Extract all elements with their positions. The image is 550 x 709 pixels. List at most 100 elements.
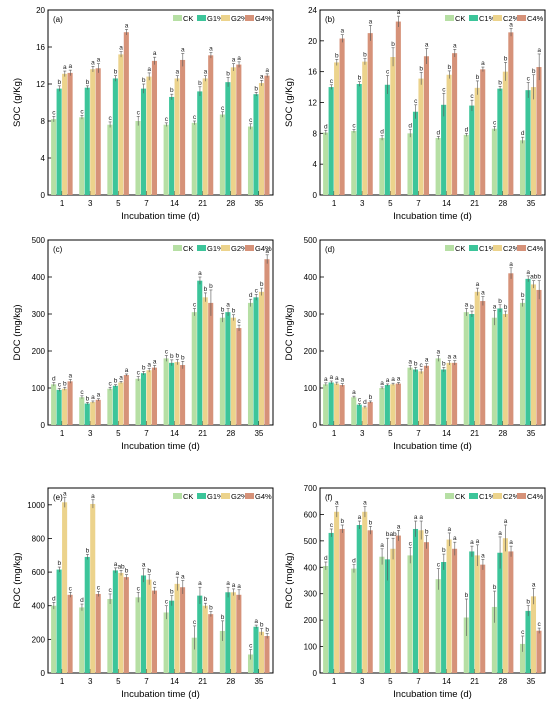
- significance-letter: c: [153, 580, 157, 587]
- significance-letter: a: [447, 526, 451, 533]
- x-tick-label: 21: [470, 429, 479, 438]
- significance-letter: a: [63, 64, 67, 71]
- significance-letter: b: [265, 626, 269, 633]
- bar: [334, 383, 340, 425]
- legend-swatch: [245, 15, 254, 21]
- significance-letter: a: [335, 500, 339, 507]
- bar: [225, 592, 231, 673]
- bar: [208, 614, 214, 673]
- bar: [497, 88, 503, 195]
- bar: [208, 55, 214, 196]
- x-tick-label: 14: [170, 677, 179, 686]
- bar: [79, 607, 85, 673]
- bar: [474, 87, 480, 195]
- bar: [530, 284, 537, 425]
- significance-letter: a: [447, 354, 451, 361]
- bar: [174, 78, 180, 195]
- x-tick-label: 7: [416, 199, 421, 208]
- bar: [230, 67, 236, 195]
- significance-letter: b: [114, 378, 118, 385]
- significance-letter: a: [340, 28, 344, 35]
- significance-letter: b: [170, 353, 174, 360]
- bar: [407, 133, 413, 195]
- significance-letter: b: [260, 621, 264, 628]
- significance-letter: b: [125, 568, 129, 575]
- bar: [135, 378, 141, 425]
- legend-swatch: [245, 245, 254, 251]
- y-tick-label: 8: [313, 129, 318, 138]
- significance-letter: b: [498, 298, 502, 305]
- bar: [491, 606, 497, 673]
- significance-letter: a: [330, 374, 334, 381]
- significance-letter: b: [86, 395, 90, 402]
- legend-label: G4%: [255, 492, 272, 501]
- significance-letter: a: [481, 552, 485, 559]
- bar: [258, 291, 265, 425]
- y-tick-label: 24: [308, 6, 317, 15]
- significance-letter: a: [363, 500, 367, 507]
- significance-letter: a: [68, 372, 72, 379]
- y-tick-label: 100: [32, 384, 46, 393]
- significance-letter: b: [232, 308, 236, 315]
- legend-label: G1%: [207, 244, 224, 253]
- bar: [191, 122, 197, 195]
- significance-letter: c: [330, 522, 334, 529]
- x-tick-label: 1: [332, 199, 337, 208]
- significance-letter: d: [80, 597, 84, 604]
- panel-label: (a): [53, 15, 63, 24]
- significance-letter: a: [335, 375, 339, 382]
- significance-letter: c: [52, 109, 56, 116]
- bar: [219, 630, 225, 673]
- significance-letter: a: [476, 538, 480, 545]
- bar: [328, 532, 334, 673]
- bar: [62, 388, 68, 425]
- bar: [497, 552, 503, 673]
- x-tick-label: 3: [88, 677, 93, 686]
- x-tick-label: 1: [60, 677, 65, 686]
- y-tick-label: 16: [36, 43, 45, 52]
- bar: [452, 362, 458, 425]
- x-tick-label: 7: [144, 199, 149, 208]
- bar: [112, 570, 118, 673]
- bar: [334, 62, 340, 195]
- significance-letter: a: [391, 376, 395, 383]
- bar: [258, 631, 265, 673]
- bar: [452, 548, 458, 673]
- bar: [362, 407, 368, 425]
- bar: [84, 87, 90, 195]
- significance-letter: b: [181, 354, 185, 361]
- significance-letter: a: [498, 530, 502, 537]
- significance-letter: c: [80, 389, 84, 396]
- significance-letter: d: [324, 555, 328, 562]
- bar: [463, 312, 469, 425]
- bar: [390, 548, 396, 673]
- bar: [351, 131, 357, 195]
- significance-letter: a: [198, 580, 202, 587]
- x-tick-label: 28: [226, 677, 235, 686]
- bar: [62, 73, 68, 195]
- significance-letter: c: [69, 585, 73, 592]
- significance-letter: a: [142, 562, 146, 569]
- x-tick-label: 14: [442, 677, 451, 686]
- legend-swatch: [197, 245, 206, 251]
- significance-letter: d: [324, 123, 328, 130]
- significance-letter: d: [465, 126, 469, 133]
- significance-letter: c: [414, 98, 418, 105]
- bar: [151, 590, 158, 673]
- significance-letter: c: [358, 397, 362, 404]
- bar: [123, 375, 129, 425]
- bar: [395, 535, 401, 673]
- panel-label: (e): [53, 493, 63, 502]
- legend-swatch: [221, 245, 230, 251]
- bar: [525, 610, 531, 673]
- bar: [253, 297, 259, 425]
- bar: [191, 312, 197, 425]
- bar: [480, 69, 486, 195]
- legend-swatch: [469, 15, 478, 21]
- legend-label: C1%: [479, 14, 496, 23]
- y-tick-label: 300: [304, 590, 318, 599]
- bar: [390, 384, 396, 425]
- significance-letter: b: [419, 65, 423, 72]
- plot-frame: [47, 9, 274, 196]
